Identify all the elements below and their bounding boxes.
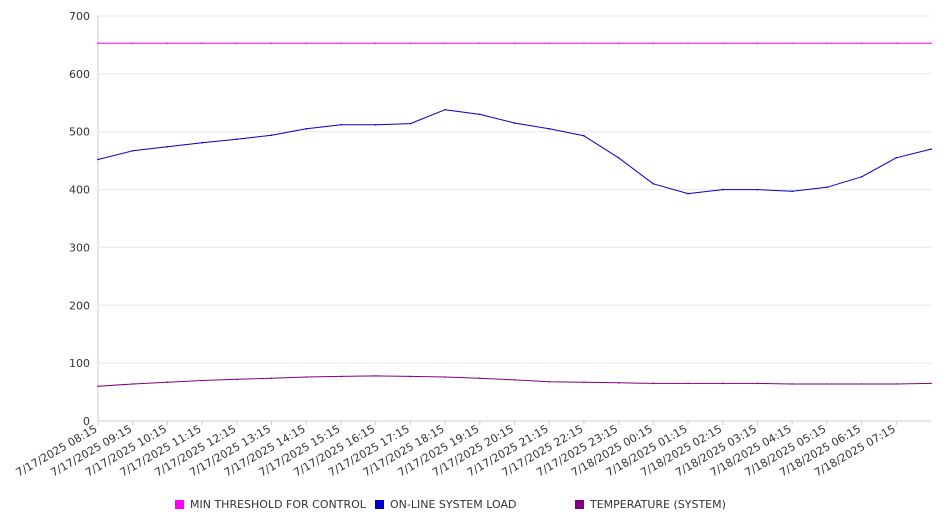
data-point [166, 145, 169, 148]
data-point [444, 108, 446, 111]
data-point [583, 134, 585, 137]
y-tick-label: 300 [69, 241, 90, 254]
y-tick-label: 500 [69, 126, 90, 139]
data-point [236, 42, 238, 44]
legend-label-threshold: MIN THRESHOLD FOR CONTROL [190, 498, 366, 511]
data-point [756, 382, 759, 385]
data-point [236, 138, 238, 141]
data-point [826, 42, 828, 44]
legend-swatch-load [375, 500, 384, 509]
data-point [687, 192, 689, 195]
data-point [860, 42, 863, 44]
data-point [687, 42, 689, 44]
data-point [548, 380, 551, 383]
data-point [166, 42, 169, 44]
data-point [652, 182, 655, 185]
data-point [270, 42, 273, 44]
y-tick-label: 600 [69, 68, 90, 81]
data-point [791, 190, 793, 193]
data-point [930, 42, 932, 44]
data-point [513, 42, 516, 44]
data-point [201, 42, 203, 44]
legend-swatch-threshold [175, 500, 184, 509]
data-point [236, 378, 238, 381]
data-point [305, 376, 308, 378]
legend-label-temperature: TEMPERATURE (SYSTEM) [590, 498, 726, 511]
legend-swatch-temperature [575, 500, 584, 509]
y-tick-label: 200 [69, 299, 90, 312]
data-point [97, 385, 99, 388]
data-point [791, 383, 793, 385]
data-point [930, 148, 932, 150]
legend-label-load: ON-LINE SYSTEM LOAD [390, 498, 517, 511]
data-point [340, 375, 342, 378]
legend-item-temperature[interactable]: TEMPERATURE (SYSTEM) [575, 498, 726, 511]
data-point [270, 377, 273, 379]
y-tick-labels: 0 100 200 300 400 500 600 700 [69, 10, 90, 428]
data-point [687, 382, 689, 385]
data-point [444, 376, 446, 378]
data-point [305, 128, 308, 130]
data-point [860, 176, 863, 178]
data-point [652, 42, 655, 44]
data-point [895, 156, 898, 159]
data-point [721, 188, 724, 191]
y-tick-label: 400 [69, 184, 90, 197]
data-point [444, 42, 446, 44]
data-point [409, 122, 412, 125]
x-tick-labels: 7/17/2025 08:157/17/2025 09:157/17/2025 … [14, 421, 898, 479]
data-point [305, 42, 308, 44]
gridlines [98, 15, 931, 364]
data-point [513, 379, 516, 381]
data-point [583, 381, 585, 384]
data-point [756, 188, 759, 191]
data-point [270, 134, 273, 136]
data-point [478, 377, 481, 379]
data-point [548, 42, 551, 44]
data-point [201, 141, 203, 144]
data-point [513, 122, 516, 124]
data-point [548, 128, 551, 130]
data-point [652, 382, 655, 385]
data-point [930, 382, 932, 385]
data-point [409, 375, 412, 378]
series-lines [97, 42, 932, 388]
data-point [721, 382, 724, 385]
legend: MIN THRESHOLD FOR CONTROL ON-LINE SYSTEM… [0, 498, 946, 514]
data-point [756, 42, 759, 44]
y-tick-label: 0 [83, 415, 90, 428]
data-point [374, 42, 377, 44]
legend-item-threshold[interactable]: MIN THRESHOLD FOR CONTROL [175, 498, 366, 511]
legend-item-load[interactable]: ON-LINE SYSTEM LOAD [375, 498, 516, 511]
data-point [131, 150, 134, 152]
data-point [166, 381, 169, 384]
data-point [409, 42, 412, 44]
data-point [895, 383, 898, 385]
data-point [340, 123, 342, 126]
data-point [97, 42, 99, 44]
data-point [201, 379, 203, 382]
data-point [617, 42, 620, 44]
data-point [860, 383, 863, 385]
data-point [826, 186, 828, 189]
data-point [791, 42, 793, 44]
data-point [374, 375, 377, 377]
data-point [721, 42, 724, 44]
data-point [583, 42, 585, 44]
data-point [617, 156, 620, 159]
data-point [617, 382, 620, 384]
data-point [131, 383, 134, 385]
data-point [97, 158, 99, 161]
data-point [340, 42, 342, 44]
y-tick-label: 100 [69, 357, 90, 370]
y-tick-label: 700 [69, 10, 90, 23]
data-point [374, 123, 377, 126]
data-point [478, 42, 481, 44]
data-point [826, 383, 828, 385]
data-point [131, 42, 134, 44]
series-line-2 [97, 375, 932, 387]
data-point [478, 113, 481, 116]
data-point [895, 42, 898, 44]
